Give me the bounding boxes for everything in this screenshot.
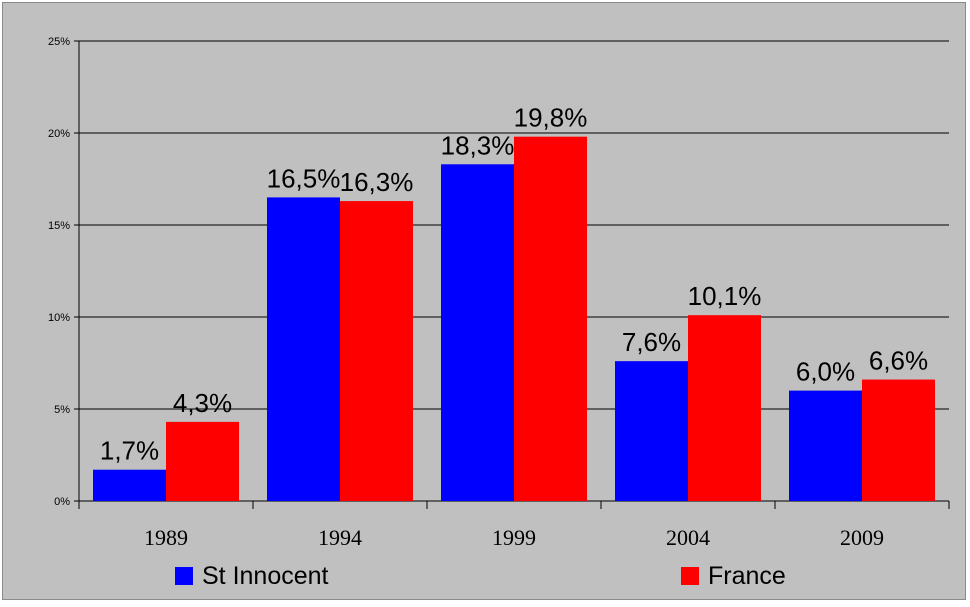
y-tick-label: 0% bbox=[54, 496, 70, 508]
x-tick-label: 1989 bbox=[144, 525, 188, 550]
legend-label: St Innocent bbox=[202, 562, 329, 590]
bar-st-innocent bbox=[615, 361, 688, 501]
data-label: 6,0% bbox=[796, 357, 855, 387]
x-tick-label: 1999 bbox=[492, 525, 536, 550]
x-tick-label: 2009 bbox=[840, 525, 884, 550]
legend-label: France bbox=[708, 562, 786, 590]
y-tick-label: 10% bbox=[48, 312, 70, 324]
data-label: 7,6% bbox=[622, 327, 681, 357]
legend-swatch bbox=[175, 567, 193, 585]
chart-area: 0% 5% 10% 15% 20% 25% 1989 1994 1999 2004 2009 1,7%… bbox=[2, 2, 966, 600]
bar-france bbox=[166, 421, 239, 501]
bar-france bbox=[862, 379, 935, 501]
data-label: 4,3% bbox=[173, 388, 232, 418]
data-label: 19,8% bbox=[514, 103, 588, 133]
y-tick-label: 25% bbox=[48, 36, 70, 48]
bar-st-innocent bbox=[267, 197, 340, 501]
y-tick-label: 15% bbox=[48, 220, 70, 232]
bar-france bbox=[340, 201, 413, 501]
y-tick-label: 5% bbox=[54, 404, 70, 416]
legend-swatch bbox=[681, 567, 699, 585]
y-tick-label: 20% bbox=[48, 128, 70, 140]
x-tick-label: 2004 bbox=[666, 525, 710, 550]
data-label: 16,3% bbox=[340, 167, 414, 197]
bar-france bbox=[514, 136, 587, 501]
bar-st-innocent bbox=[441, 164, 514, 501]
data-label: 1,7% bbox=[100, 436, 159, 466]
x-tick-label: 1994 bbox=[318, 525, 362, 550]
bar-france bbox=[688, 315, 761, 501]
data-label: 10,1% bbox=[688, 281, 762, 311]
bar-st-innocent bbox=[93, 469, 166, 501]
data-label: 18,3% bbox=[441, 130, 515, 160]
data-label: 16,5% bbox=[267, 163, 341, 193]
bar-chart: 0% 5% 10% 15% 20% 25% 1989 1994 1999 2004 2009 1,7%… bbox=[48, 36, 950, 590]
bar-st-innocent bbox=[789, 390, 862, 501]
data-label: 6,6% bbox=[869, 346, 928, 376]
